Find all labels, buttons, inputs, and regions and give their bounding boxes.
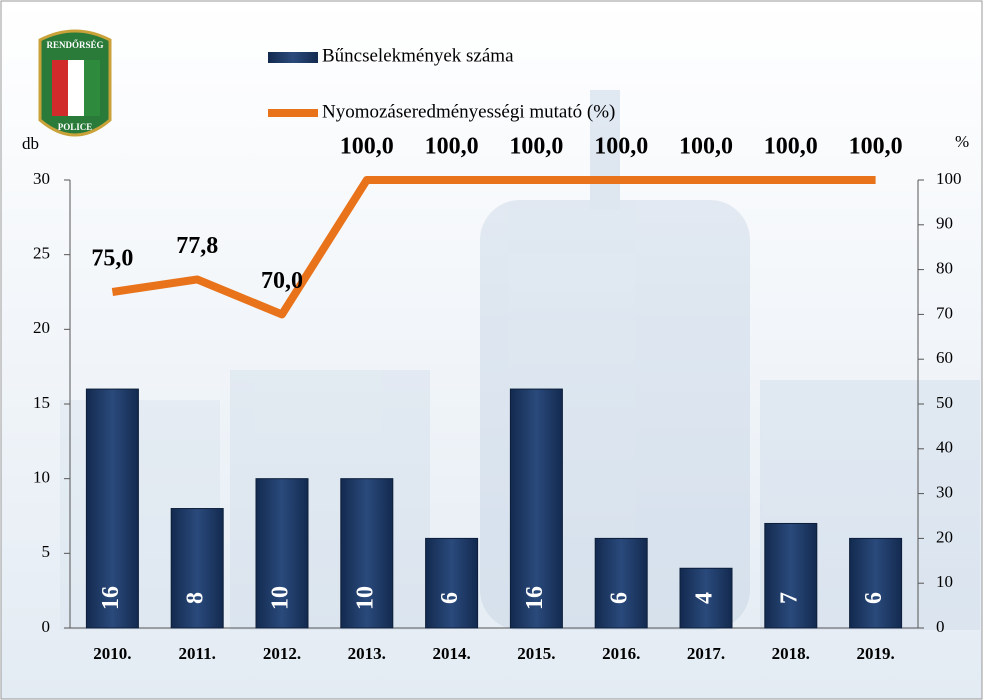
y-tick-label: 25 [33,244,50,263]
legend-label: Nyomozáseredményességi mutató (%) [322,101,615,122]
x-tick-label: 2019. [856,644,894,663]
bar [679,567,733,629]
line-label: 70,0 [261,268,303,294]
y2-tick-label: 0 [936,617,945,636]
line-label: 100,0 [764,134,818,160]
x-tick-label: 2017. [687,644,725,663]
y-axis-label: db [22,134,39,153]
y2-tick-label: 70 [936,303,953,322]
y-tick-label: 5 [42,542,51,561]
bar [255,478,309,629]
y2-tick-label: 20 [936,527,953,546]
bar [594,537,648,629]
bar-label: 16 [98,586,124,610]
logo-bottom: POLICE [58,122,93,132]
bar [85,388,139,629]
bar [170,508,224,629]
x-tick-label: 2018. [772,644,810,663]
y-tick-label: 15 [33,393,50,412]
bar-label: 6 [437,592,463,604]
legend-swatch-bar [268,52,318,63]
line-label: 75,0 [91,246,133,272]
legend-label: Bűncselekmények száma [322,45,514,66]
y-tick-label: 0 [42,617,51,636]
x-tick-label: 2013. [348,644,386,663]
y2-tick-label: 100 [936,169,962,188]
x-tick-label: 2014. [432,644,470,663]
y2-tick-label: 90 [936,214,953,233]
line-label: 100,0 [594,134,648,160]
bar-label: 8 [183,592,209,604]
bar [509,388,563,629]
y2-tick-label: 50 [936,393,953,412]
logo: RENDŐRSÉG POLICE [38,29,112,137]
bar-label: 4 [692,592,718,604]
y2-tick-label: 10 [936,572,953,591]
bar [340,478,394,629]
bar-label: 7 [776,592,802,604]
x-tick-label: 2012. [263,644,301,663]
line-label: 100,0 [679,134,733,160]
x-tick-label: 2011. [179,644,216,663]
y-tick-label: 20 [33,318,50,337]
bar-label: 10 [352,586,378,610]
y2-tick-label: 60 [936,348,953,367]
bar-label: 6 [607,592,633,604]
logo-top: RENDŐRSÉG [46,40,103,50]
line-label: 100,0 [425,134,479,160]
line-label: 100,0 [340,134,394,160]
y2-axis-label: % [955,132,969,151]
y-tick-label: 30 [33,169,50,188]
x-tick-label: 2016. [602,644,640,663]
bar [849,537,903,629]
y-tick-label: 10 [33,468,50,487]
bar-label: 6 [861,592,887,604]
bar-label: 10 [268,586,294,610]
y2-tick-label: 40 [936,438,953,457]
line [111,176,876,319]
bar-label: 16 [522,586,548,610]
line-label: 100,0 [849,134,903,160]
line-label: 100,0 [509,134,563,160]
bar [764,522,818,629]
bar [425,537,479,629]
y2-tick-label: 30 [936,483,953,502]
y2-tick-label: 80 [936,259,953,278]
line-label: 77,8 [176,233,218,259]
x-tick-label: 2015. [517,644,555,663]
x-tick-label: 2010. [93,644,131,663]
